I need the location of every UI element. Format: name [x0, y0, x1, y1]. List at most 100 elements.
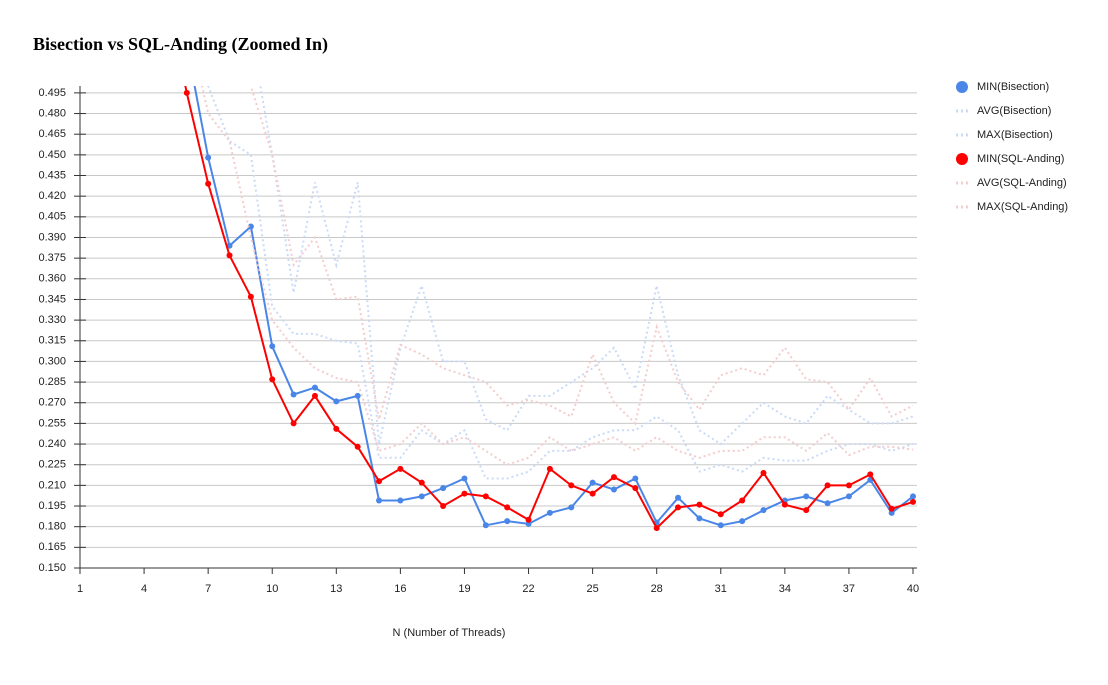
- x-tick-label: 34: [779, 583, 791, 595]
- point: [675, 494, 682, 501]
- legend-label: MAX(SQL-Anding): [977, 201, 1068, 213]
- y-tick-label: 0.270: [38, 397, 66, 409]
- x-tick-label: 13: [330, 583, 342, 595]
- y-tick-label: 0.150: [38, 562, 66, 574]
- legend-label: AVG(Bisection): [977, 105, 1051, 117]
- legend-label: MIN(SQL-Anding): [977, 153, 1064, 165]
- point: [440, 503, 447, 510]
- point: [589, 490, 596, 497]
- point: [525, 516, 532, 523]
- point: [867, 471, 874, 478]
- point: [781, 501, 788, 508]
- grid: [80, 92, 917, 569]
- point: [739, 518, 746, 525]
- point: [354, 443, 361, 450]
- x-tick-label: 16: [394, 583, 406, 595]
- y-tick-label: 0.420: [38, 190, 66, 202]
- y-tick-label: 0.390: [38, 231, 66, 243]
- point: [333, 425, 340, 432]
- x-tick-label: 28: [651, 583, 663, 595]
- point: [269, 343, 276, 350]
- point: [803, 493, 810, 500]
- y-tick-label: 0.210: [38, 479, 66, 491]
- point: [290, 391, 297, 398]
- point: [397, 465, 404, 472]
- point: [739, 497, 746, 504]
- y-tick-label: 0.300: [38, 355, 66, 367]
- point: [760, 507, 767, 514]
- point: [226, 252, 233, 259]
- x-tick-label: 1: [77, 583, 83, 595]
- point: [910, 493, 916, 500]
- point: [632, 475, 639, 482]
- x-axis-label: N (Number of Threads): [393, 627, 506, 639]
- y-tick-label: 0.240: [38, 438, 66, 450]
- y-tick-label: 0.345: [38, 293, 66, 305]
- legend-marker: [956, 81, 968, 93]
- series-line: [259, 86, 914, 446]
- point: [845, 482, 852, 489]
- point: [461, 490, 468, 497]
- y-tick-label: 0.315: [38, 335, 66, 347]
- point: [397, 497, 404, 504]
- x-tick-label: 31: [715, 583, 727, 595]
- point: [803, 507, 810, 514]
- point: [824, 500, 831, 507]
- point: [888, 509, 895, 516]
- point: [461, 475, 468, 482]
- point: [440, 485, 447, 492]
- point: [525, 520, 532, 527]
- point: [717, 511, 724, 518]
- point: [482, 522, 489, 529]
- point: [675, 504, 682, 511]
- point: [418, 493, 425, 500]
- point: [760, 469, 767, 476]
- y-tick-label: 0.285: [38, 376, 66, 388]
- y-tick-label: 0.405: [38, 211, 66, 223]
- legend-label: MAX(Bisection): [977, 129, 1053, 141]
- legend: MIN(Bisection) AVG(Bisection) MAX(Bisectio…: [956, 81, 1068, 213]
- point: [696, 515, 703, 522]
- point: [610, 474, 617, 481]
- point: [418, 479, 425, 486]
- x-tick-label: 22: [522, 583, 534, 595]
- y-tick-label: 0.375: [38, 252, 66, 264]
- point: [610, 486, 617, 493]
- point: [696, 501, 703, 508]
- point: [311, 392, 318, 399]
- point: [376, 478, 383, 485]
- point: [269, 376, 276, 383]
- point: [504, 504, 511, 511]
- y-tick-label: 0.330: [38, 314, 66, 326]
- point: [205, 180, 212, 187]
- legend-label: MIN(Bisection): [977, 81, 1049, 93]
- x-tick-label: 40: [907, 583, 919, 595]
- point: [247, 223, 254, 230]
- y-tick-label: 0.360: [38, 273, 66, 285]
- point: [824, 482, 831, 489]
- y-tick-label: 0.480: [38, 107, 66, 119]
- x-tick-label: 19: [458, 583, 470, 595]
- x-tick-label: 7: [205, 583, 211, 595]
- series-line: [184, 86, 914, 530]
- point: [546, 465, 553, 472]
- point: [632, 485, 639, 492]
- point: [333, 398, 340, 405]
- legend-label: AVG(SQL-Anding): [977, 177, 1067, 189]
- point: [910, 498, 916, 505]
- point: [589, 479, 596, 486]
- point: [376, 497, 383, 504]
- point: [354, 392, 361, 399]
- x-tick-label: 4: [141, 583, 147, 595]
- point: [247, 293, 254, 300]
- x-tick-label: 10: [266, 583, 278, 595]
- point: [546, 509, 553, 516]
- y-tick-label: 0.195: [38, 500, 66, 512]
- y-tick-label: 0.495: [38, 87, 66, 99]
- point: [205, 154, 212, 161]
- point: [482, 493, 489, 500]
- axes: 0.150 0.165 0.180 0.195 0.210 0.225 0.240 0.255…: [38, 86, 919, 595]
- series-line: [249, 86, 914, 426]
- y-tick-label: 0.435: [38, 169, 66, 181]
